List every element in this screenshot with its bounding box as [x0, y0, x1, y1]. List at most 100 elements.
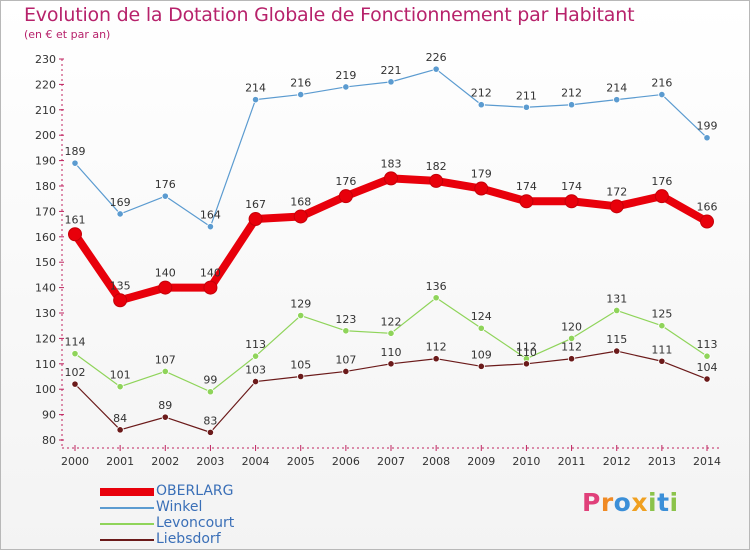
- data-label-oberlarg: 174: [516, 180, 537, 193]
- data-label-levoncourt: 136: [426, 280, 447, 293]
- data-point-liebsdorf: [206, 428, 215, 436]
- data-point-levoncourt: [161, 367, 169, 376]
- data-label-oberlarg: 167: [245, 198, 266, 211]
- proxiti-logo: Proxiti: [582, 488, 679, 517]
- data-label-oberlarg: 172: [606, 185, 627, 198]
- data-point-winkel: [206, 223, 215, 231]
- data-point-levoncourt: [71, 350, 79, 358]
- data-point-liebsdorf: [71, 380, 79, 388]
- data-label-liebsdorf: 104: [697, 361, 718, 374]
- data-label-levoncourt: 120: [561, 320, 582, 333]
- legend-swatch: [100, 523, 154, 525]
- data-label-levoncourt: 114: [65, 336, 86, 349]
- data-point-winkel: [71, 159, 79, 167]
- data-point-winkel: [342, 83, 350, 91]
- y-tick-label: 130: [35, 307, 56, 320]
- data-point-levoncourt: [613, 306, 621, 315]
- logo-letter: i: [669, 488, 679, 517]
- data-point-liebsdorf: [658, 357, 666, 365]
- y-tick-label: 150: [35, 256, 56, 269]
- data-label-winkel: 212: [471, 87, 492, 100]
- x-tick-label: 2007: [377, 455, 405, 468]
- data-point-oberlarg: [158, 280, 173, 295]
- legend-swatch: [100, 539, 154, 541]
- data-label-levoncourt: 131: [606, 292, 627, 305]
- y-tick-label: 190: [35, 155, 56, 168]
- data-label-oberlarg: 140: [200, 267, 221, 280]
- data-point-oberlarg: [293, 209, 308, 224]
- x-tick-label: 2010: [512, 455, 540, 468]
- legend-swatch: [100, 507, 154, 509]
- data-point-winkel: [658, 90, 666, 99]
- data-point-winkel: [613, 96, 621, 104]
- data-point-oberlarg: [654, 189, 669, 204]
- x-tick-label: 2008: [422, 455, 450, 468]
- data-point-oberlarg: [700, 214, 714, 229]
- data-label-levoncourt: 107: [155, 353, 176, 366]
- data-label-winkel: 199: [697, 120, 718, 133]
- data-label-winkel: 211: [516, 89, 537, 102]
- x-tick-label: 2009: [467, 455, 495, 468]
- data-label-liebsdorf: 103: [245, 364, 266, 377]
- y-tick-label: 110: [35, 358, 56, 371]
- data-point-winkel: [703, 134, 711, 142]
- data-point-winkel: [432, 65, 440, 73]
- data-label-winkel: 214: [245, 82, 266, 95]
- data-point-levoncourt: [432, 294, 440, 302]
- data-point-levoncourt: [477, 324, 485, 332]
- data-label-oberlarg: 168: [290, 195, 311, 208]
- data-point-liebsdorf: [116, 426, 124, 434]
- data-label-liebsdorf: 111: [651, 343, 672, 356]
- x-tick-label: 2002: [151, 455, 179, 468]
- x-tick-label: 2006: [332, 455, 360, 468]
- data-point-winkel: [477, 101, 485, 109]
- data-point-winkel: [522, 103, 531, 111]
- data-label-liebsdorf: 102: [65, 366, 86, 379]
- data-label-winkel: 216: [290, 77, 311, 90]
- y-tick-label: 160: [35, 231, 56, 244]
- legend-label: Levoncourt: [156, 515, 235, 531]
- data-point-liebsdorf: [297, 372, 305, 381]
- data-point-winkel: [116, 210, 124, 218]
- data-point-oberlarg: [519, 194, 534, 209]
- data-point-levoncourt: [297, 311, 305, 320]
- data-point-levoncourt: [206, 388, 215, 396]
- data-label-winkel: 189: [65, 145, 86, 158]
- data-label-winkel: 176: [155, 178, 176, 191]
- x-tick-label: 2004: [242, 455, 270, 468]
- data-label-levoncourt: 124: [471, 310, 492, 323]
- data-point-winkel: [387, 78, 395, 86]
- chart-title: Evolution de la Dotation Globale de Fonc…: [24, 4, 635, 26]
- data-point-liebsdorf: [613, 347, 621, 355]
- data-label-oberlarg: 174: [561, 180, 582, 193]
- data-point-liebsdorf: [567, 355, 576, 363]
- data-label-liebsdorf: 109: [471, 348, 492, 361]
- data-label-winkel: 214: [606, 82, 627, 95]
- data-point-oberlarg: [248, 212, 263, 227]
- legend-label: Liebsdorf: [156, 531, 221, 547]
- legend-label: Winkel: [156, 499, 203, 515]
- y-tick-label: 140: [35, 282, 56, 295]
- data-point-winkel: [567, 101, 576, 109]
- data-point-oberlarg: [68, 227, 82, 242]
- x-tick-label: 2013: [648, 455, 676, 468]
- y-tick-label: 200: [35, 129, 56, 142]
- logo-letter: t: [657, 488, 670, 517]
- data-label-winkel: 216: [651, 77, 672, 90]
- data-label-levoncourt: 122: [381, 315, 402, 328]
- data-point-levoncourt: [116, 383, 124, 391]
- data-label-liebsdorf: 115: [606, 333, 627, 346]
- data-label-winkel: 169: [110, 196, 131, 209]
- data-point-oberlarg: [564, 194, 579, 209]
- y-tick-label: 100: [35, 383, 56, 396]
- data-label-liebsdorf: 112: [561, 341, 582, 354]
- x-tick-label: 2014: [693, 455, 721, 468]
- logo-letter: i: [648, 488, 658, 517]
- data-point-liebsdorf: [703, 375, 711, 383]
- x-tick-label: 2012: [603, 455, 631, 468]
- data-point-winkel: [161, 192, 169, 200]
- legend-swatch: [100, 488, 154, 496]
- data-point-liebsdorf: [387, 360, 395, 368]
- legend-label: OBERLARG: [156, 483, 234, 499]
